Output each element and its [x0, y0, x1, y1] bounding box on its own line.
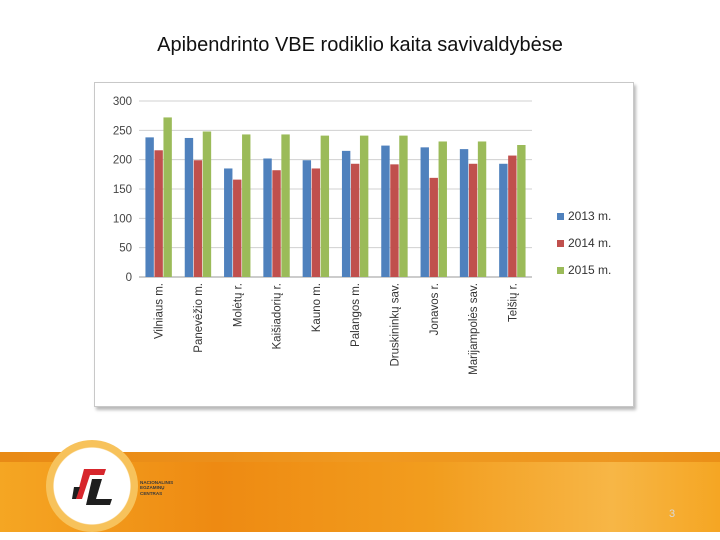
bar-chart: 0 50 100 150 200 250 300 Vilniaus m. Panevėžio m… [113, 96, 612, 375]
bar [145, 137, 154, 277]
legend-swatch [557, 240, 564, 247]
x-category-label: Panevėžio m. [193, 283, 205, 353]
x-category-label: Marijampolės sav. [468, 283, 480, 375]
x-category-label: Palangos m. [350, 283, 362, 347]
logo-text-line: NACIONALINIS [140, 480, 174, 485]
legend-label: 2014 m. [568, 236, 611, 250]
footer-bottom-strip [0, 532, 720, 540]
bar [390, 164, 399, 277]
bar [517, 145, 526, 277]
bar [302, 160, 312, 277]
bar [242, 134, 251, 277]
y-tick-label: 50 [119, 243, 132, 255]
bar [429, 177, 438, 277]
bar [184, 137, 194, 277]
bar [459, 149, 469, 277]
chart-frame: 0 50 100 150 200 250 300 Vilniaus m. Panevėžio m… [94, 82, 634, 407]
legend-swatch [557, 267, 564, 274]
logo-text-line: EGZAMINŲ [140, 485, 165, 491]
bar [477, 141, 487, 277]
bar [420, 147, 429, 277]
bar [499, 163, 508, 277]
bar [438, 141, 447, 277]
bar [311, 168, 321, 277]
x-category-label: Vilniaus m. [154, 283, 166, 339]
legend-swatch [557, 213, 564, 220]
x-category-label: Kaišiadorių r. [272, 283, 284, 349]
bar [350, 163, 360, 277]
bar [193, 160, 203, 277]
bar [320, 135, 330, 277]
bar [263, 158, 272, 277]
x-category-label: Druskininkų sav. [389, 283, 401, 367]
bar [202, 131, 212, 277]
bar [468, 163, 478, 277]
nec-logo-icon [72, 469, 112, 505]
bar [281, 134, 290, 277]
page-number: 3 [668, 508, 676, 520]
y-tick-label: 200 [113, 155, 132, 167]
footer-band-shade [0, 452, 720, 462]
y-tick-label: 300 [113, 96, 132, 108]
x-category-label: Molėtų r. [232, 283, 244, 327]
logo-text-line: CENTRAS [140, 490, 163, 496]
y-tick-label: 100 [113, 213, 132, 225]
bar [341, 150, 351, 277]
y-tick-label: 250 [113, 125, 132, 137]
bar [399, 135, 408, 277]
bar [359, 135, 369, 277]
bar [163, 117, 172, 277]
x-category-label: Kauno m. [311, 283, 323, 332]
x-category-label: Telšių r. [507, 283, 519, 322]
bar [224, 168, 233, 277]
legend-label: 2015 m. [568, 263, 611, 277]
logo-text: NACIONALINIS EGZAMINŲ CENTRAS [140, 480, 200, 496]
bar [272, 170, 281, 277]
bar [233, 179, 242, 277]
bar [508, 155, 517, 277]
slide-title: Apibendrinto VBE rodiklio kaita savivald… [157, 34, 563, 56]
bar [154, 150, 163, 277]
x-category-label: Jonavos r. [429, 283, 441, 335]
legend-label: 2013 m. [568, 209, 611, 223]
y-tick-label: 0 [126, 272, 132, 284]
bar [381, 145, 390, 277]
y-tick-label: 150 [113, 184, 132, 196]
